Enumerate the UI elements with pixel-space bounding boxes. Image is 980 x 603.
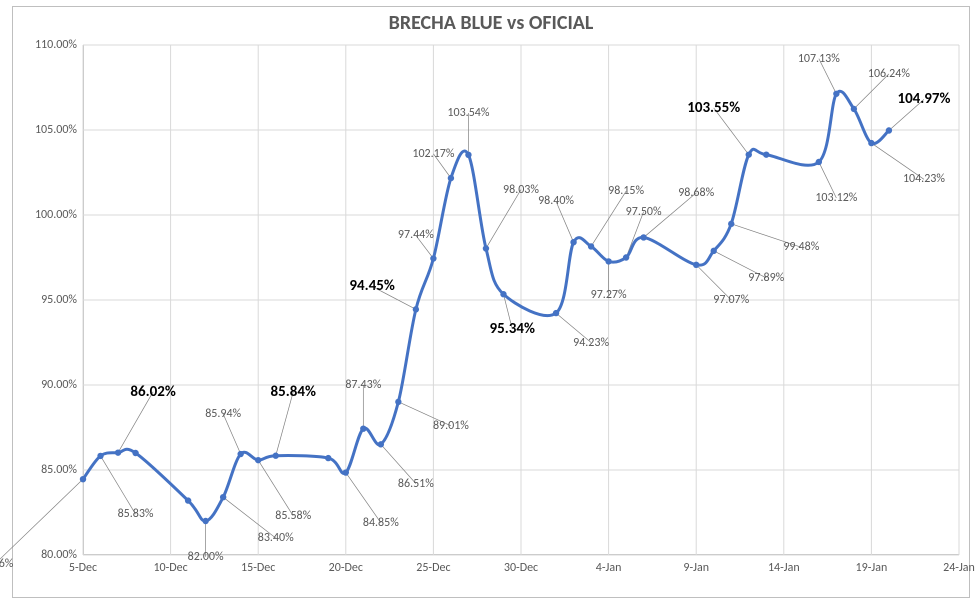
y-tick-label: 105.00%	[35, 123, 83, 137]
data-label: 85.84%	[271, 383, 316, 401]
x-tick-label: 24-Jan	[943, 555, 975, 575]
plot-area: 80.00%85.00%90.00%95.00%100.00%105.00%11…	[83, 45, 959, 555]
data-label: 103.12%	[815, 191, 857, 205]
data-label: 85.94%	[205, 407, 241, 421]
data-label: 103.55%	[687, 99, 740, 117]
line-chart: BRECHA BLUE vs OFICIAL 80.00%85.00%90.00…	[12, 6, 970, 598]
chart-title: BRECHA BLUE vs OFICIAL	[13, 11, 969, 35]
y-tick-label: 110.00%	[35, 38, 83, 52]
y-tick-label: 85.00%	[41, 463, 83, 477]
data-label: 98.03%	[503, 183, 539, 197]
data-label: 86.51%	[398, 477, 434, 491]
data-label: 97.50%	[626, 205, 662, 219]
x-tick-label: 5-Dec	[69, 555, 97, 575]
x-tick-label: 15-Dec	[241, 555, 275, 575]
x-tick-label: 4-Jan	[596, 555, 622, 575]
data-label: 97.89%	[748, 271, 784, 285]
x-tick-label: 19-Jan	[856, 555, 888, 575]
data-label: 99.48%	[783, 240, 819, 254]
data-label: 83.40%	[258, 531, 294, 545]
data-label: 84.85%	[363, 516, 399, 530]
x-tick-label: 25-Dec	[416, 555, 450, 575]
data-label: 102.17%	[412, 147, 454, 161]
y-tick-label: 100.00%	[35, 208, 83, 222]
data-label: 104.23%	[903, 172, 945, 186]
x-tick-label: 14-Jan	[768, 555, 800, 575]
data-label: 97.07%	[713, 293, 749, 307]
x-tick-label: 10-Dec	[153, 555, 187, 575]
data-label: 82.00%	[188, 550, 224, 564]
data-label: 103.54%	[447, 106, 489, 120]
chart-svg	[83, 45, 383, 195]
data-label: 104.97%	[897, 90, 950, 108]
x-tick-label: 9-Jan	[683, 555, 709, 575]
data-label: 97.44%	[398, 228, 434, 242]
data-label: 98.15%	[608, 184, 644, 198]
data-label: 85.83%	[118, 507, 154, 521]
data-label: 84.46%	[0, 557, 13, 571]
data-label: 94.45%	[349, 277, 394, 295]
x-tick-label: 30-Dec	[504, 555, 538, 575]
data-label: 95.34%	[490, 320, 535, 338]
data-label: 86.02%	[130, 383, 175, 401]
data-label: 106.24%	[868, 67, 910, 81]
data-label: 87.43%	[345, 378, 381, 392]
y-tick-label: 95.00%	[41, 293, 83, 307]
data-label: 98.68%	[678, 186, 714, 200]
data-label: 85.58%	[275, 509, 311, 523]
y-tick-label: 90.00%	[41, 378, 83, 392]
data-label: 107.13%	[798, 52, 840, 66]
x-tick-label: 20-Dec	[329, 555, 363, 575]
data-label: 89.01%	[433, 419, 469, 433]
data-label: 97.27%	[591, 288, 627, 302]
data-label: 94.23%	[573, 336, 609, 350]
data-label: 98.40%	[538, 194, 574, 208]
